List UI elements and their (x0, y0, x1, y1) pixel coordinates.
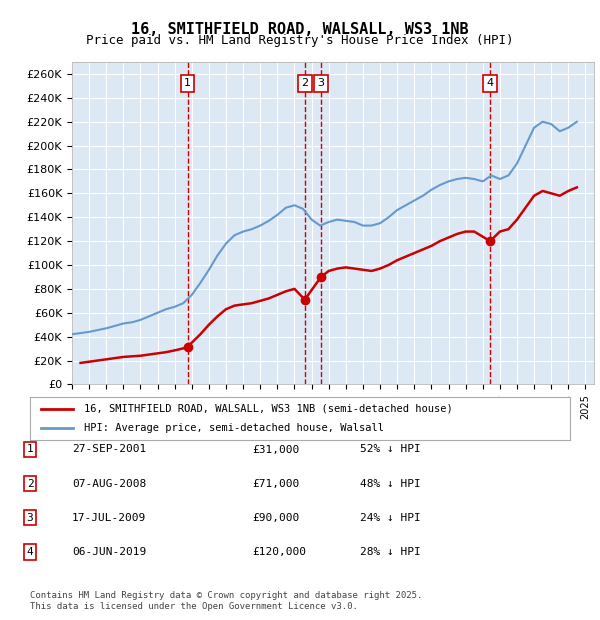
Text: 48% ↓ HPI: 48% ↓ HPI (360, 479, 421, 489)
Text: 24% ↓ HPI: 24% ↓ HPI (360, 513, 421, 523)
Text: Contains HM Land Registry data © Crown copyright and database right 2025.
This d: Contains HM Land Registry data © Crown c… (30, 591, 422, 611)
Text: 16, SMITHFIELD ROAD, WALSALL, WS3 1NB: 16, SMITHFIELD ROAD, WALSALL, WS3 1NB (131, 22, 469, 37)
Text: 28% ↓ HPI: 28% ↓ HPI (360, 547, 421, 557)
Text: 1: 1 (26, 445, 34, 454)
Text: 17-JUL-2009: 17-JUL-2009 (72, 513, 146, 523)
Text: £120,000: £120,000 (252, 547, 306, 557)
Text: 2: 2 (26, 479, 34, 489)
Text: 3: 3 (26, 513, 34, 523)
Text: HPI: Average price, semi-detached house, Walsall: HPI: Average price, semi-detached house,… (84, 423, 384, 433)
Text: 1: 1 (184, 79, 191, 89)
Text: 06-JUN-2019: 06-JUN-2019 (72, 547, 146, 557)
Text: 3: 3 (317, 79, 325, 89)
Text: 2: 2 (301, 79, 308, 89)
Text: £31,000: £31,000 (252, 445, 299, 454)
Text: Price paid vs. HM Land Registry's House Price Index (HPI): Price paid vs. HM Land Registry's House … (86, 34, 514, 47)
Text: 07-AUG-2008: 07-AUG-2008 (72, 479, 146, 489)
Text: 52% ↓ HPI: 52% ↓ HPI (360, 445, 421, 454)
Text: £90,000: £90,000 (252, 513, 299, 523)
Text: 16, SMITHFIELD ROAD, WALSALL, WS3 1NB (semi-detached house): 16, SMITHFIELD ROAD, WALSALL, WS3 1NB (s… (84, 404, 453, 414)
Text: £71,000: £71,000 (252, 479, 299, 489)
Text: 4: 4 (26, 547, 34, 557)
Text: 4: 4 (487, 79, 494, 89)
Text: 27-SEP-2001: 27-SEP-2001 (72, 445, 146, 454)
